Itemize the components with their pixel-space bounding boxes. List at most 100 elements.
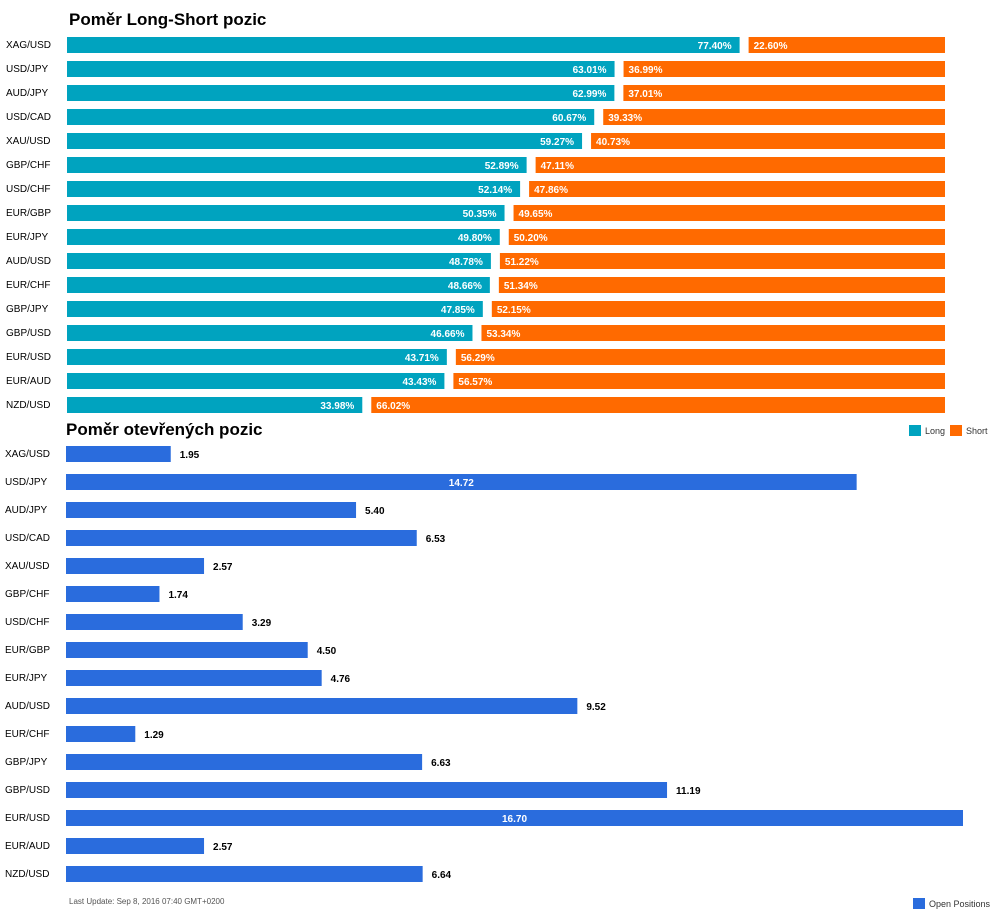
long-bar-gbp-chf (67, 157, 527, 173)
open-position-value-label-usd-jpy: 14.72 (449, 478, 474, 489)
short-value-label-xau-usd: 40.73% (596, 137, 630, 148)
long-bar-eur-usd (67, 349, 447, 365)
short-bar-gbp-jpy (491, 301, 945, 317)
op-category-label-xag-usd: XAG/USD (5, 449, 50, 460)
short-value-label-eur-aud: 56.57% (458, 377, 492, 388)
op-category-label-usd-cad: USD/CAD (5, 533, 50, 544)
op-category-label-eur-gbp: EUR/GBP (5, 645, 50, 656)
op-category-label-eur-aud: EUR/AUD (5, 841, 50, 852)
ls-category-label-aud-usd: AUD/USD (6, 256, 51, 267)
ls-category-label-gbp-usd: GBP/USD (6, 328, 51, 339)
open-position-value-label-gbp-usd: 11.19 (676, 786, 701, 797)
ls-category-label-xag-usd: XAG/USD (6, 40, 51, 51)
op-category-label-nzd-usd: NZD/USD (5, 869, 49, 880)
open-position-bar-eur-chf (66, 726, 136, 742)
long-value-label-gbp-chf: 52.89% (485, 161, 519, 172)
long-value-label-xag-usd: 77.40% (698, 41, 732, 52)
short-bar-eur-jpy (508, 229, 945, 245)
short-bar-aud-usd (499, 253, 945, 269)
long-bar-aud-jpy (67, 85, 615, 101)
open-position-value-label-eur-chf: 1.29 (144, 730, 164, 741)
long-bar-eur-jpy (67, 229, 500, 245)
op-category-label-gbp-chf: GBP/CHF (5, 589, 49, 600)
op-category-label-usd-jpy: USD/JPY (5, 477, 48, 488)
short-value-label-gbp-jpy: 52.15% (497, 305, 531, 316)
open-position-value-label-gbp-jpy: 6.63 (431, 758, 451, 769)
short-value-label-xag-usd: 22.60% (754, 41, 788, 52)
open-position-bar-gbp-jpy (66, 754, 423, 770)
short-value-label-usd-chf: 47.86% (534, 185, 568, 196)
ls-category-label-usd-jpy: USD/JPY (6, 64, 49, 75)
long-bar-usd-jpy (67, 61, 615, 77)
long-bar-gbp-jpy (67, 301, 483, 317)
open-position-value-label-aud-usd: 9.52 (586, 702, 606, 713)
legend-long-swatch (909, 425, 921, 436)
ls-category-label-usd-cad: USD/CAD (6, 112, 51, 123)
open-position-value-label-xag-usd: 1.95 (180, 450, 200, 461)
long-value-label-eur-aud: 43.43% (402, 377, 436, 388)
open-position-bar-usd-chf (66, 614, 243, 630)
short-value-label-eur-gbp: 49.65% (519, 209, 553, 220)
ls-category-label-eur-aud: EUR/AUD (6, 376, 51, 387)
open-position-value-label-eur-gbp: 4.50 (317, 646, 337, 657)
long-value-label-eur-gbp: 50.35% (463, 209, 497, 220)
ls-category-label-xau-usd: XAU/USD (6, 136, 50, 147)
long-value-label-aud-usd: 48.78% (449, 257, 483, 268)
open-position-bar-aud-usd (66, 698, 578, 714)
long-bar-usd-cad (67, 109, 595, 125)
open-position-value-label-gbp-chf: 1.74 (168, 590, 188, 601)
open-position-bar-aud-jpy (66, 502, 357, 518)
legend-open-positions-label: Open Positions (929, 899, 991, 909)
short-value-label-gbp-usd: 53.34% (486, 329, 520, 340)
open-position-bar-nzd-usd (66, 866, 423, 882)
long-value-label-gbp-jpy: 47.85% (441, 305, 475, 316)
long-value-label-nzd-usd: 33.98% (320, 401, 354, 412)
long-value-label-eur-chf: 48.66% (448, 281, 482, 292)
legend-open-positions-swatch (913, 898, 925, 909)
short-value-label-eur-chf: 51.34% (504, 281, 538, 292)
op-category-label-usd-chf: USD/CHF (5, 617, 49, 628)
short-bar-eur-chf (498, 277, 945, 293)
op-category-label-gbp-jpy: GBP/JPY (5, 757, 48, 768)
short-bar-gbp-chf (535, 157, 945, 173)
long-bar-eur-aud (67, 373, 445, 389)
short-bar-xag-usd (748, 37, 945, 53)
long-bar-eur-chf (67, 277, 490, 293)
long-short-chart-title: Poměr Long-Short pozic (69, 10, 267, 29)
open-position-value-label-eur-jpy: 4.76 (331, 674, 351, 685)
last-update-footer: Last Update: Sep 8, 2016 07:40 GMT+0200 (69, 897, 225, 906)
long-bar-eur-gbp (67, 205, 505, 221)
short-value-label-gbp-chf: 47.11% (541, 161, 574, 172)
ls-category-label-eur-gbp: EUR/GBP (6, 208, 51, 219)
long-bar-aud-usd (67, 253, 491, 269)
op-category-label-gbp-usd: GBP/USD (5, 785, 50, 796)
ls-category-label-usd-chf: USD/CHF (6, 184, 50, 195)
long-value-label-usd-cad: 60.67% (552, 113, 586, 124)
short-bar-eur-aud (453, 373, 945, 389)
long-value-label-usd-chf: 52.14% (478, 185, 512, 196)
short-value-label-aud-jpy: 37.01% (628, 89, 662, 100)
open-position-value-label-xau-usd: 2.57 (213, 562, 233, 573)
ls-category-label-gbp-jpy: GBP/JPY (6, 304, 49, 315)
short-value-label-eur-usd: 56.29% (461, 353, 495, 364)
short-bar-usd-chf (529, 181, 945, 197)
open-position-bar-usd-jpy (66, 474, 857, 490)
open-position-value-label-usd-cad: 6.53 (426, 534, 446, 545)
short-value-label-aud-usd: 51.22% (505, 257, 539, 268)
open-position-bar-eur-jpy (66, 670, 322, 686)
short-value-label-usd-cad: 39.33% (608, 113, 642, 124)
long-bar-nzd-usd (67, 397, 363, 413)
open-position-bar-gbp-usd (66, 782, 668, 798)
open-position-value-label-eur-aud: 2.57 (213, 842, 233, 853)
short-bar-aud-jpy (623, 85, 945, 101)
open-position-bar-eur-gbp (66, 642, 308, 658)
ls-category-label-aud-jpy: AUD/JPY (6, 88, 49, 99)
short-bar-nzd-usd (371, 397, 945, 413)
open-position-value-label-usd-chf: 3.29 (252, 618, 272, 629)
short-bar-usd-cad (603, 109, 945, 125)
short-bar-eur-usd (455, 349, 945, 365)
long-value-label-xau-usd: 59.27% (540, 137, 574, 148)
open-position-value-label-nzd-usd: 6.64 (432, 870, 452, 881)
open-position-bar-gbp-chf (66, 586, 160, 602)
